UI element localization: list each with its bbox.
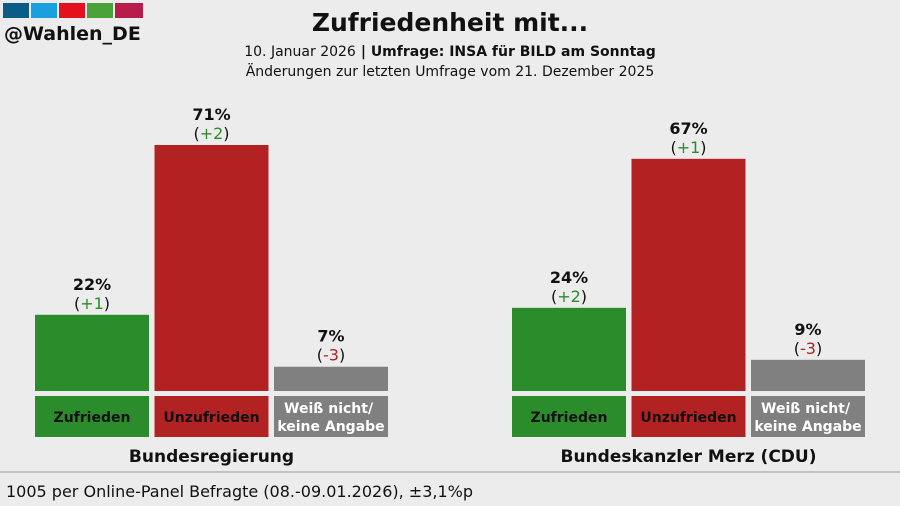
date: 10. Januar 2026 [244, 44, 356, 60]
note: Änderungen zur letzten Umfrage vom 21. D… [246, 62, 655, 80]
source: | Umfrage: INSA für BILD am Sonntag [361, 44, 656, 60]
value-label: 22% [73, 275, 111, 294]
bar [154, 144, 269, 391]
category-label: Unzufrieden [640, 410, 736, 426]
logo-block [31, 3, 57, 18]
title: Zufriedenheit mit... [312, 8, 588, 37]
handle: @Wahlen_DE [4, 23, 141, 45]
category-label: Unzufrieden [163, 410, 259, 426]
value-label: 67% [669, 119, 707, 138]
change-label: (+1) [74, 294, 110, 313]
category-box [751, 396, 865, 437]
chart-title: Bundesregierung [129, 447, 294, 467]
logo-block [115, 3, 143, 18]
category-label: Zufrieden [54, 410, 131, 426]
value-label: 7% [317, 327, 344, 346]
category-label: Zufrieden [531, 410, 608, 426]
change-label: (-3) [794, 339, 822, 358]
bar [274, 366, 388, 391]
category-label: Weiß nicht/ keine Angabe [754, 401, 861, 435]
logo-block [59, 3, 85, 18]
chart-title: Bundeskanzler Merz (CDU) [561, 447, 817, 467]
category-box [512, 396, 626, 437]
value-label: 71% [192, 105, 230, 124]
bar [512, 307, 626, 391]
change-label: (+2) [193, 124, 229, 143]
value-label: 24% [550, 268, 588, 287]
category-box [631, 396, 746, 437]
bar [35, 314, 149, 391]
change-label: (-3) [317, 346, 345, 365]
category-box [35, 396, 149, 437]
value-label: 9% [794, 320, 821, 339]
category-label: Weiß nicht/ keine Angabe [277, 401, 384, 435]
bar [631, 158, 746, 391]
bar [751, 359, 865, 391]
logo-block [3, 3, 29, 18]
logo-block [87, 3, 113, 18]
change-label: (+1) [670, 138, 706, 157]
change-label: (+2) [551, 287, 587, 306]
category-box [154, 396, 269, 437]
footer: 1005 per Online-Panel Befragte (08.-09.0… [6, 482, 473, 501]
category-box [274, 396, 388, 437]
subtitle: 10. Januar 2026 | Umfrage: INSA für BILD … [244, 44, 656, 60]
